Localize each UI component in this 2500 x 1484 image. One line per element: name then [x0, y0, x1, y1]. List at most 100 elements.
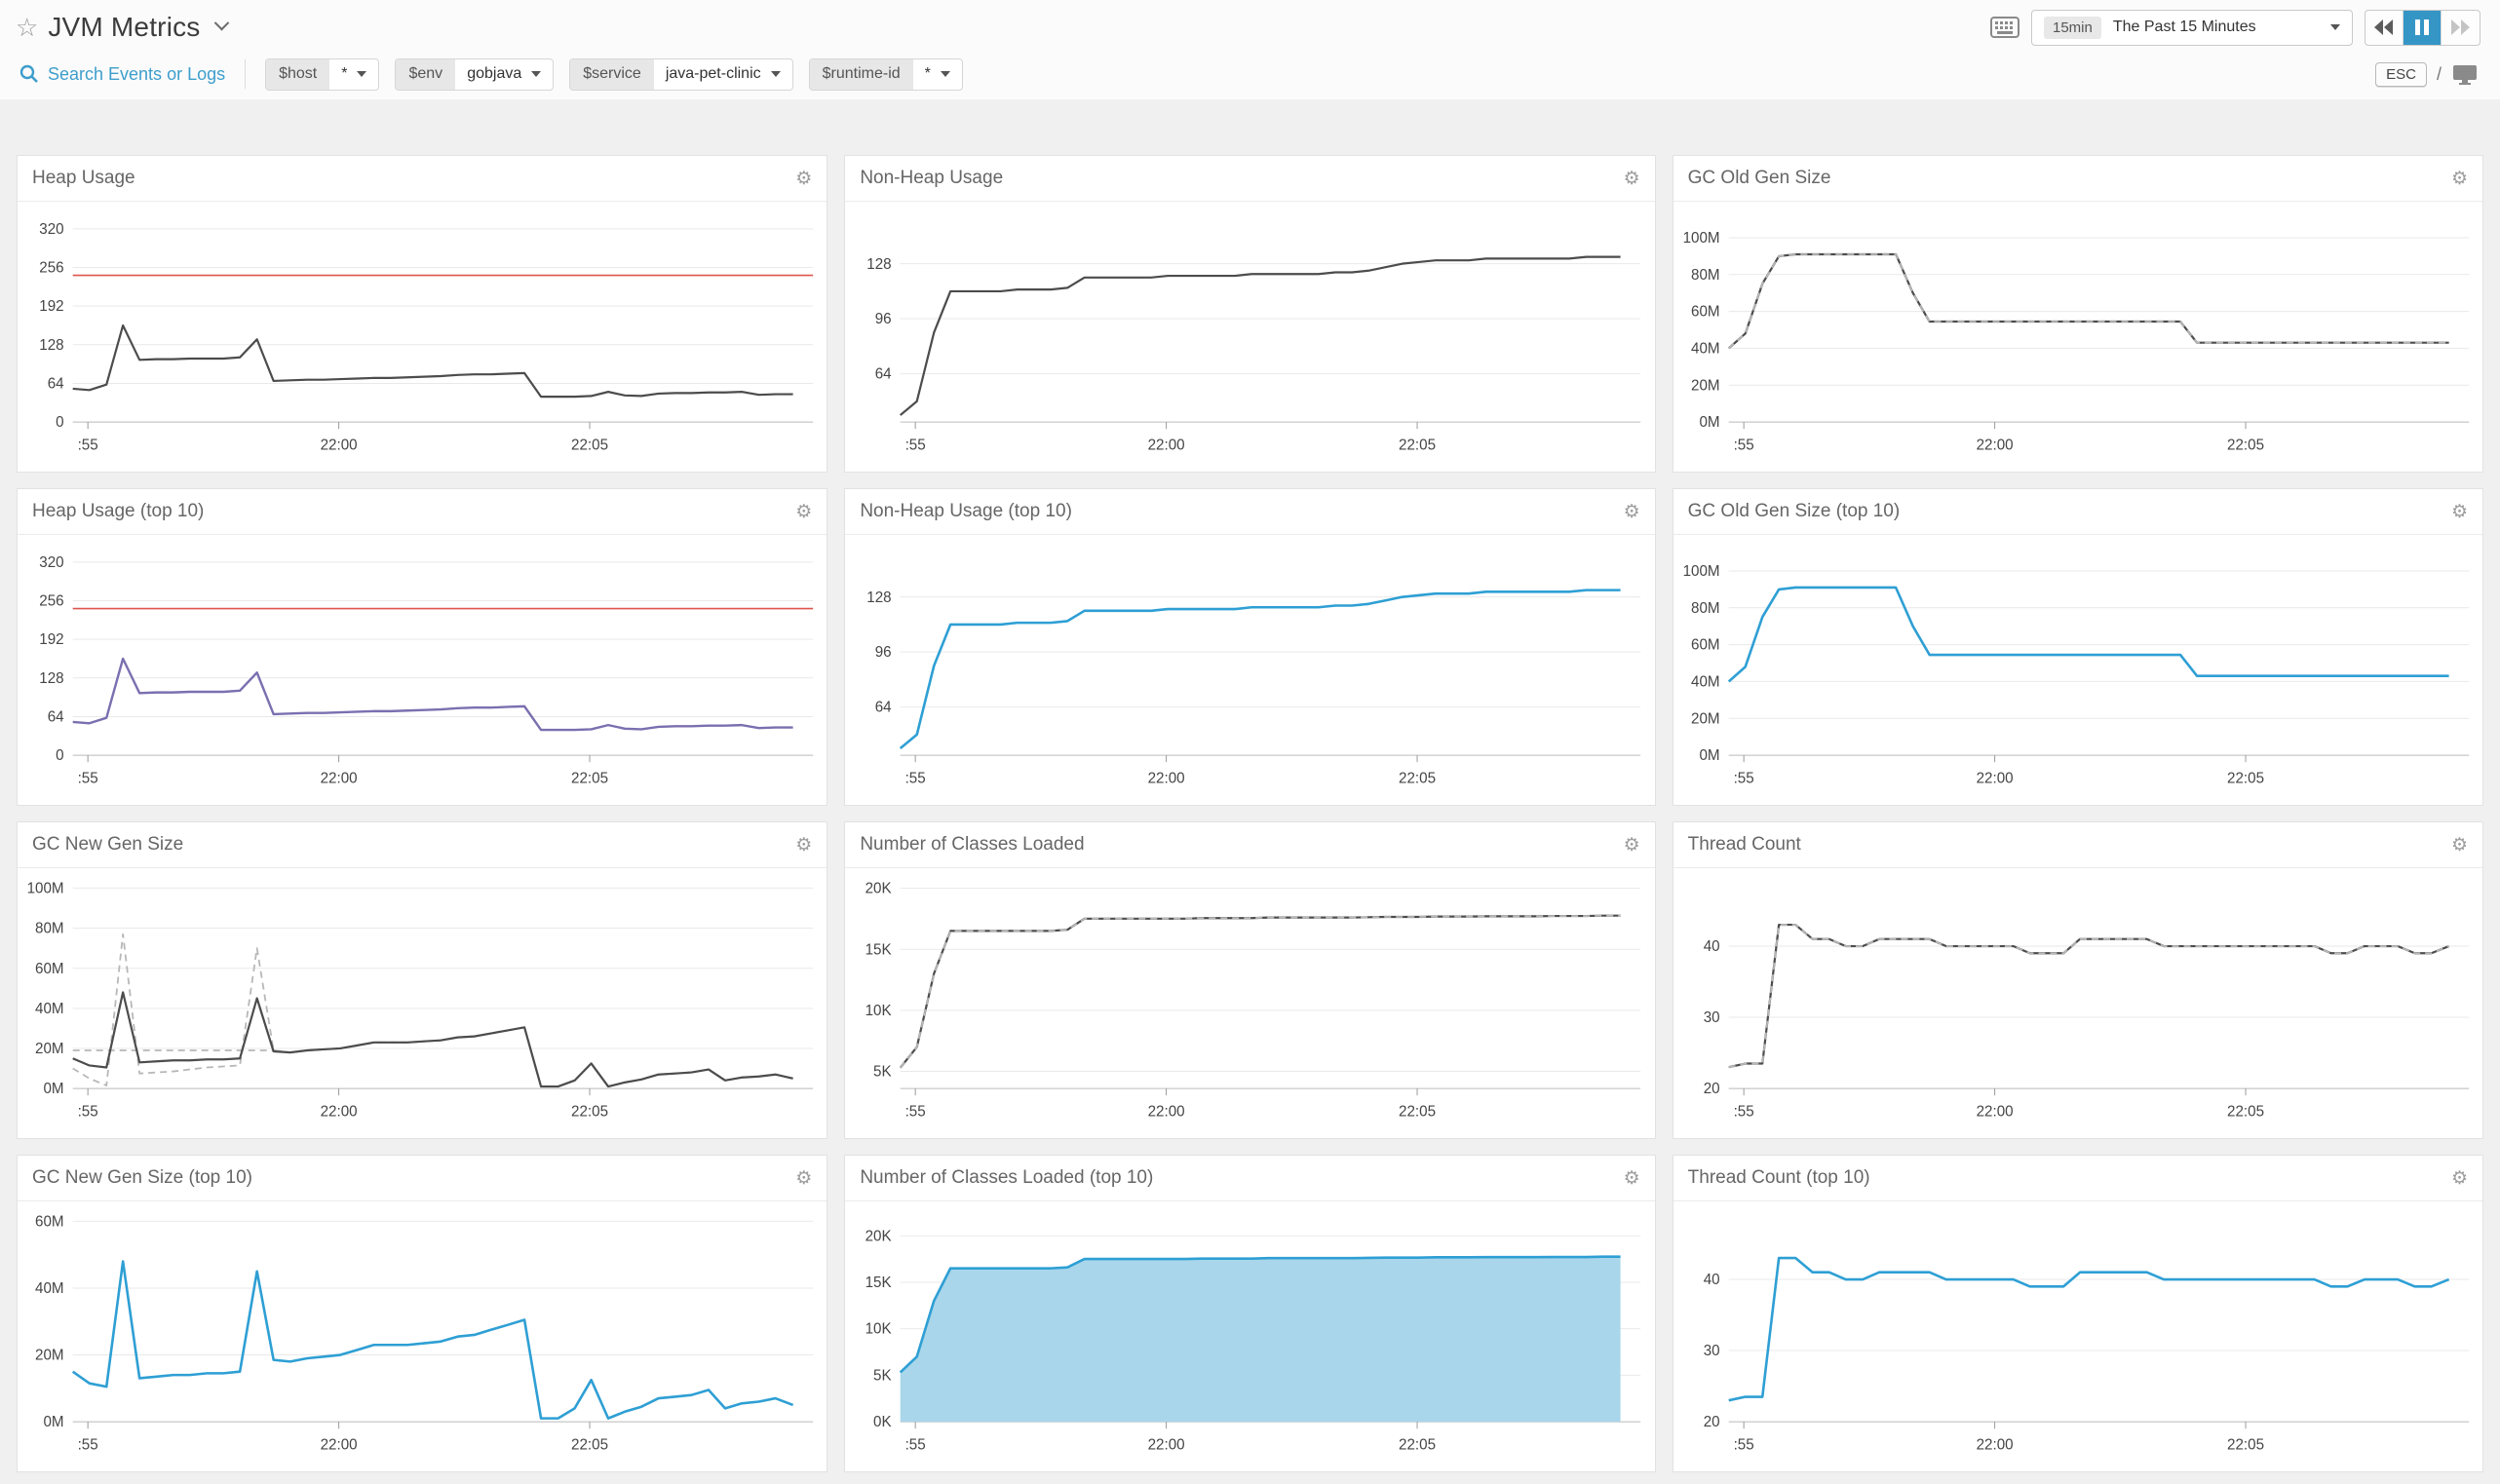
svg-text:40M: 40M: [1691, 340, 1720, 357]
chart-title: Heap Usage (top 10): [32, 501, 205, 521]
gear-icon[interactable]: ⚙: [2450, 1167, 2468, 1189]
svg-text:22:05: 22:05: [1399, 438, 1436, 454]
svg-text:20: 20: [1703, 1081, 1719, 1097]
chevron-down-icon: [2330, 24, 2340, 30]
time-range-label: The Past 15 Minutes: [2112, 19, 2256, 35]
svg-text:128: 128: [867, 590, 892, 606]
svg-text::55: :55: [905, 1437, 926, 1454]
svg-text:80M: 80M: [1691, 600, 1720, 617]
svg-text:40: 40: [1703, 1272, 1719, 1288]
template-var-env[interactable]: $env gobjava: [395, 57, 555, 91]
chart-canvas: 5K 10K 15K 20K:55 22:00 22:05: [865, 881, 1654, 1121]
title-dropdown-chevron-icon[interactable]: [213, 15, 229, 30]
svg-text::55: :55: [78, 1104, 98, 1121]
chart-title: Thread Count: [1687, 834, 1801, 855]
svg-text:20K: 20K: [865, 881, 892, 897]
svg-text:22:05: 22:05: [1399, 1437, 1436, 1454]
svg-text:60M: 60M: [1691, 304, 1720, 321]
svg-text:22:00: 22:00: [1148, 1437, 1185, 1454]
svg-text:100M: 100M: [1682, 230, 1719, 247]
chart-card: Thread Count (top 10) ⚙ 20 30 40:55 22:00 22…: [1672, 1155, 2483, 1472]
svg-text:22:05: 22:05: [571, 771, 608, 787]
gear-icon[interactable]: ⚙: [1623, 834, 1640, 856]
gear-icon[interactable]: ⚙: [1623, 1167, 1640, 1189]
chart-body: 0M 20M 40M 60M:55 22:00 22:05: [18, 1201, 827, 1471]
template-var-runtime-id[interactable]: $runtime-id *: [808, 57, 963, 91]
timeline-playback-controls: [2365, 9, 2481, 46]
titlebar-right: 15min The Past 15 Minutes: [1990, 9, 2481, 46]
chart-card: Number of Classes Loaded ⚙ 5K 10K 15K 20K:5…: [844, 821, 1656, 1139]
chart-title: Non-Heap Usage (top 10): [860, 501, 1072, 521]
fast-forward-icon: [2450, 19, 2470, 35]
gear-icon[interactable]: ⚙: [1623, 501, 1640, 522]
page-title: JVM Metrics: [48, 12, 201, 42]
svg-text:192: 192: [39, 298, 63, 315]
svg-text:22:00: 22:00: [1976, 438, 2013, 454]
pause-button[interactable]: [2404, 10, 2442, 45]
keyboard-shortcuts-icon[interactable]: [1990, 17, 2019, 38]
svg-text:40M: 40M: [35, 1280, 64, 1297]
svg-text:320: 320: [39, 554, 63, 571]
chart-card: GC New Gen Size (top 10) ⚙ 0M 20M 40M 60M:5…: [17, 1155, 828, 1472]
svg-text:60M: 60M: [35, 961, 64, 977]
gear-icon[interactable]: ⚙: [1623, 168, 1640, 189]
tv-mode-icon[interactable]: [2451, 63, 2479, 85]
rewind-button[interactable]: [2365, 10, 2404, 45]
svg-text:64: 64: [48, 375, 64, 392]
chart-canvas: 64 96 128:55 22:00 22:05: [867, 535, 1654, 787]
chart-card: Thread Count ⚙ 20 30 40:55 22:00 22:05: [1672, 821, 2483, 1139]
svg-text:22:05: 22:05: [571, 1437, 608, 1454]
svg-text:96: 96: [875, 311, 892, 327]
svg-text:15K: 15K: [865, 941, 892, 958]
search-events-link[interactable]: Search Events or Logs: [19, 64, 225, 85]
svg-text:40M: 40M: [1691, 673, 1720, 690]
svg-text::55: :55: [1733, 1437, 1753, 1454]
gear-icon[interactable]: ⚙: [795, 834, 813, 856]
chart-canvas: 64 96 128:55 22:00 22:05: [867, 202, 1654, 454]
svg-text:0M: 0M: [43, 1414, 63, 1430]
chart-title: Thread Count (top 10): [1687, 1167, 1870, 1188]
dashboard-grid: Heap Usage ⚙ 0 64 128 192 256 320:55 22:00 22:0…: [0, 155, 2500, 1472]
svg-text:64: 64: [875, 366, 892, 383]
svg-text:5K: 5K: [873, 1064, 892, 1081]
time-range-picker[interactable]: 15min The Past 15 Minutes: [2031, 9, 2353, 46]
chart-card-header: Thread Count ⚙: [1673, 822, 2482, 868]
gear-icon[interactable]: ⚙: [2450, 501, 2468, 522]
svg-text:0M: 0M: [1699, 414, 1719, 431]
chart-canvas: 0M 20M 40M 60M:55 22:00 22:05: [35, 1213, 827, 1454]
svg-text:64: 64: [48, 708, 64, 725]
chart-card: Non-Heap Usage ⚙ 64 96 128:55 22:00 22:05: [844, 155, 1656, 473]
svg-text::55: :55: [78, 1437, 98, 1454]
chart-card: GC New Gen Size ⚙ 0M 20M 40M 60M 80M 100M:55 2…: [17, 821, 828, 1139]
gear-icon[interactable]: ⚙: [2450, 168, 2468, 189]
title-bar: ☆ JVM Metrics 15min The Past 15 Minutes: [0, 0, 2500, 46]
chart-card-header: Heap Usage (top 10) ⚙: [18, 489, 827, 535]
svg-text::55: :55: [905, 1104, 926, 1121]
svg-text:0: 0: [56, 747, 63, 764]
chart-card: Number of Classes Loaded (top 10) ⚙ 0K 5K…: [844, 1155, 1656, 1472]
svg-text:22:00: 22:00: [1976, 1104, 2013, 1121]
svg-text:0M: 0M: [43, 1081, 63, 1097]
gear-icon[interactable]: ⚙: [2450, 834, 2468, 856]
chart-card-header: Thread Count (top 10) ⚙: [1673, 1156, 2482, 1201]
svg-text::55: :55: [1733, 771, 1753, 787]
template-var-service[interactable]: $service java-pet-clinic: [569, 57, 793, 91]
chart-body: 0M 20M 40M 60M 80M 100M:55 22:00 22:05: [18, 868, 827, 1138]
fast-forward-button[interactable]: [2442, 11, 2480, 45]
svg-text:0K: 0K: [873, 1414, 892, 1430]
svg-text:22:00: 22:00: [1148, 771, 1185, 787]
dashboard-header: ☆ JVM Metrics 15min The Past 15 Minutes: [0, 0, 2500, 99]
gear-icon[interactable]: ⚙: [795, 1167, 813, 1189]
template-var-host[interactable]: $host *: [265, 57, 380, 91]
gear-icon[interactable]: ⚙: [795, 501, 813, 522]
svg-text:5K: 5K: [873, 1367, 892, 1384]
chart-card: GC Old Gen Size (top 10) ⚙ 0M 20M 40M 60M 80…: [1672, 488, 2483, 806]
svg-text:20M: 20M: [35, 1348, 64, 1364]
time-range-badge: 15min: [2044, 16, 2101, 39]
favorite-star-icon[interactable]: ☆: [16, 12, 39, 42]
gear-icon[interactable]: ⚙: [795, 168, 813, 189]
svg-text::55: :55: [78, 771, 98, 787]
pause-icon: [2415, 19, 2429, 35]
svg-text:22:00: 22:00: [1976, 771, 2013, 787]
svg-text::55: :55: [905, 771, 926, 787]
